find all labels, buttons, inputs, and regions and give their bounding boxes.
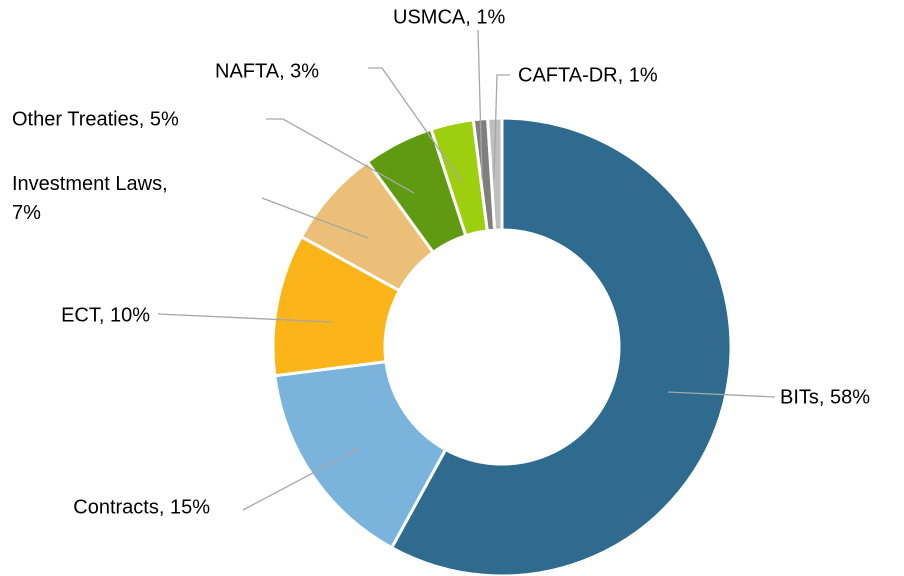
data-label: Investment Laws, 7%	[12, 173, 168, 224]
leader-line	[477, 29, 483, 179]
data-label: NAFTA, 3%	[215, 60, 319, 82]
donut-slice	[389, 116, 733, 576]
leader-line	[242, 446, 363, 511]
data-label: CAFTA-DR, 1%	[518, 64, 658, 86]
donut-slice	[273, 359, 448, 550]
data-label: ECT, 10%	[61, 304, 150, 326]
data-label: USMCA, 1%	[393, 6, 505, 28]
data-label: BITs, 58%	[780, 386, 870, 408]
data-label: Contracts, 15%	[73, 496, 210, 518]
leader-line	[157, 313, 333, 323]
leader-line	[493, 74, 510, 179]
donut-slice	[486, 116, 504, 232]
leader-line	[266, 118, 415, 194]
leader-line	[667, 391, 776, 398]
data-label: Other Treaties, 5%	[12, 108, 179, 130]
leader-line	[368, 67, 463, 183]
leader-line	[261, 197, 369, 239]
